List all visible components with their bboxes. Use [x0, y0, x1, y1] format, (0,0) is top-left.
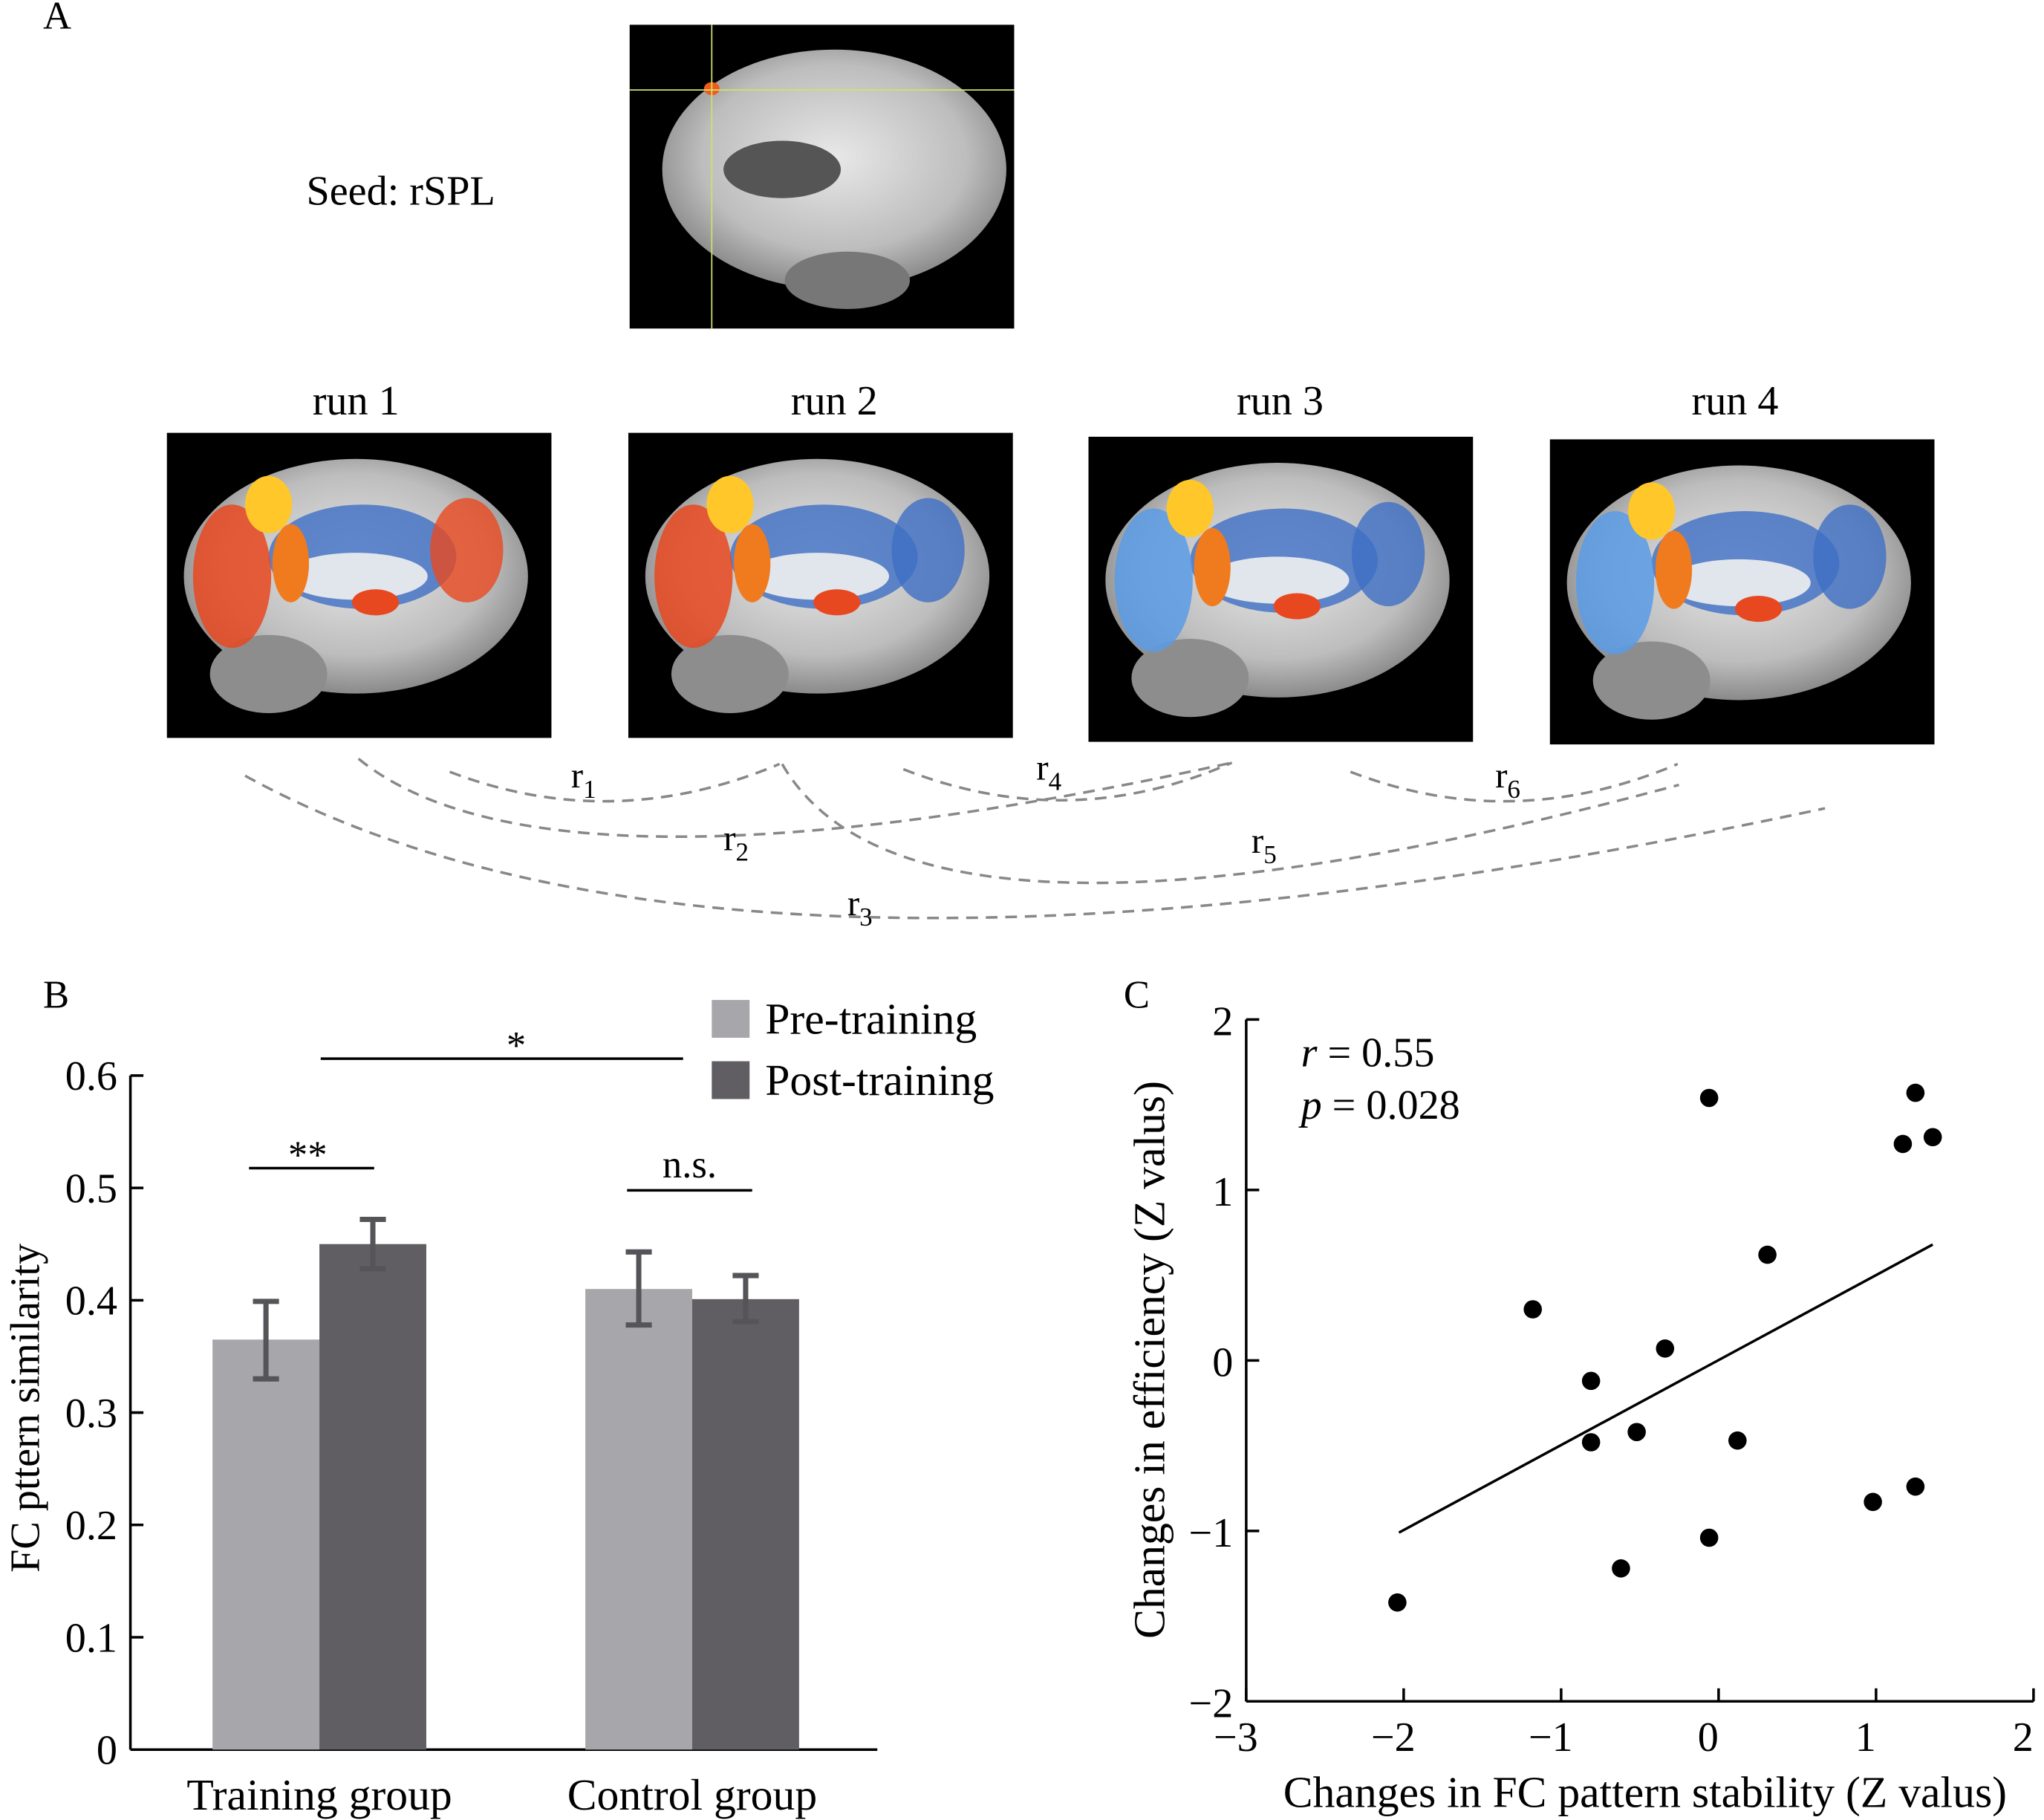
data-point: [1699, 1088, 1719, 1108]
y-axis-label: Changes in efficiency (Z valus): [1124, 1081, 1174, 1639]
arc-r6: [1350, 762, 1679, 803]
correlation-label: r5: [1252, 820, 1277, 869]
y-axis-label: FC pttern similarity: [3, 1244, 49, 1573]
significance-label: *: [507, 1024, 526, 1067]
data-point: [1864, 1492, 1882, 1512]
seed-label: Seed: rSPL: [306, 169, 495, 215]
data-point: [1612, 1559, 1630, 1578]
y-tick-label: 0.6: [65, 1053, 117, 1099]
y-tick-label: −1: [1189, 1510, 1234, 1556]
run-brain-image: [1549, 439, 1935, 745]
significance-label: **: [288, 1134, 328, 1177]
run-brain-image: [166, 432, 552, 738]
y-tick-label: 0.2: [65, 1503, 117, 1549]
run-label: run 1: [313, 378, 400, 424]
panel-b-bar-chart: B 0 0.1 0.2 0.3 0.4 0.5 0.6 FC pttern similarit…: [3, 974, 995, 1819]
correlation-label: r1: [571, 755, 596, 804]
p-statistic: p = 0.028: [1298, 1082, 1460, 1128]
correlation-label: r4: [1036, 747, 1061, 796]
data-point: [1699, 1528, 1719, 1547]
x-tick-label: 2: [2013, 1715, 2034, 1761]
bar: [585, 1289, 692, 1750]
panel-b-label: B: [43, 974, 69, 1017]
data-point: [1906, 1477, 1925, 1496]
data-point: [1581, 1371, 1601, 1391]
bar: [691, 1299, 799, 1750]
y-tick-label: 0: [1212, 1339, 1233, 1385]
legend-swatch: [712, 1061, 750, 1099]
panel-a-label: A: [43, 0, 71, 38]
data-point: [1656, 1339, 1675, 1358]
run-label: run 2: [791, 378, 878, 424]
arc-r4: [902, 761, 1233, 802]
x-axis-label: Changes in FC pattern stability (Z valus…: [1283, 1767, 2007, 1816]
x-tick-label: −2: [1371, 1715, 1416, 1761]
run-brain-image: [1088, 436, 1474, 742]
legend-label: Pre-training: [765, 995, 977, 1044]
x-tick-label: Control group: [567, 1770, 817, 1819]
data-point: [1728, 1431, 1747, 1450]
data-point: [1627, 1423, 1646, 1442]
arc-r5: [781, 763, 1679, 885]
bar: [212, 1339, 320, 1750]
y-tick-label: 0.5: [65, 1166, 117, 1212]
bar: [319, 1244, 426, 1750]
correlation-label: r2: [723, 817, 749, 866]
x-tick-label: Training group: [186, 1770, 452, 1819]
seed-brain-image: [629, 25, 1015, 329]
y-tick-label: 0: [97, 1728, 117, 1774]
regression-line: [1398, 1243, 1934, 1534]
data-point: [1923, 1128, 1942, 1147]
arc-r3: [244, 774, 1826, 920]
x-tick-label: 1: [1855, 1715, 1876, 1761]
x-tick-label: −3: [1214, 1715, 1258, 1761]
data-point: [1906, 1083, 1925, 1102]
data-point: [1581, 1433, 1601, 1452]
y-tick-label: 0.3: [65, 1391, 117, 1437]
data-point: [1758, 1245, 1777, 1264]
run-brain-image: [628, 432, 1013, 738]
run-label: run 3: [1237, 378, 1324, 424]
y-tick-label: −2: [1189, 1680, 1234, 1726]
y-tick-label: 2: [1212, 998, 1233, 1044]
x-tick-label: 0: [1698, 1715, 1719, 1761]
data-point: [1523, 1300, 1542, 1319]
panel-c-label: C: [1124, 974, 1150, 1017]
y-tick-label: 1: [1212, 1169, 1233, 1215]
x-tick-label: −1: [1529, 1715, 1573, 1761]
r-statistic: r = 0.55: [1301, 1030, 1435, 1076]
significance-label: n.s.: [663, 1143, 717, 1186]
data-point: [1388, 1593, 1407, 1612]
legend-swatch: [712, 1000, 750, 1038]
run-label: run 4: [1692, 378, 1779, 424]
y-tick-label: 0.4: [65, 1278, 117, 1325]
legend-label: Post-training: [765, 1056, 994, 1105]
panel-a: A Seed: rSPL run 1 run 2 run 3 run 4 r1 r2 r3…: [43, 0, 1935, 932]
y-tick-label: 0.1: [65, 1615, 117, 1661]
correlation-label: r6: [1495, 755, 1520, 804]
correlation-label: r3: [847, 883, 873, 932]
arc-r1: [449, 762, 781, 803]
data-point: [1893, 1134, 1913, 1154]
